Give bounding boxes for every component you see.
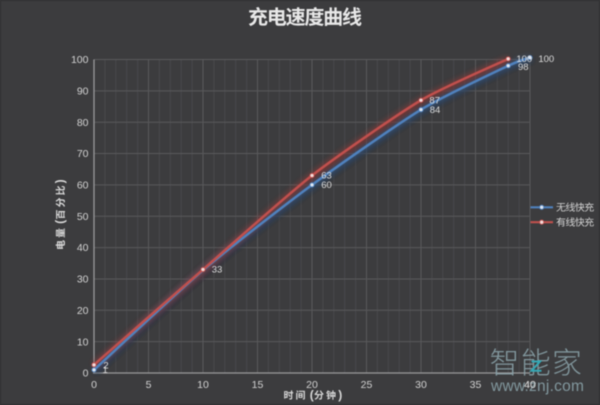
svg-text:30: 30 — [415, 379, 427, 391]
svg-text:15: 15 — [252, 379, 264, 391]
svg-text:20: 20 — [306, 379, 318, 391]
svg-text:70: 70 — [77, 148, 89, 160]
svg-text:80: 80 — [77, 117, 89, 129]
svg-text:35: 35 — [470, 379, 482, 391]
svg-text:(: ( — [53, 220, 67, 224]
svg-text:90: 90 — [77, 85, 89, 97]
svg-text:50: 50 — [77, 211, 89, 223]
svg-text:33: 33 — [212, 265, 223, 276]
svg-text:10: 10 — [77, 336, 89, 348]
svg-text:): ) — [338, 388, 342, 402]
svg-text:60: 60 — [321, 180, 332, 191]
svg-text:63: 63 — [321, 171, 332, 182]
svg-text:87: 87 — [429, 96, 440, 107]
svg-text:40: 40 — [77, 242, 89, 254]
svg-text:40: 40 — [524, 379, 536, 391]
svg-text:100: 100 — [516, 54, 532, 65]
svg-text:5: 5 — [146, 379, 152, 391]
svg-text:1: 1 — [103, 365, 108, 376]
svg-text:10: 10 — [197, 379, 209, 391]
svg-text:100: 100 — [538, 54, 554, 65]
svg-text:2: 2 — [103, 361, 108, 372]
svg-text:40: 40 — [524, 379, 536, 391]
svg-text:0: 0 — [83, 368, 89, 380]
svg-text:www.znj.com: www.znj.com — [490, 378, 584, 395]
svg-text:20: 20 — [77, 305, 89, 317]
svg-text:98: 98 — [518, 62, 529, 73]
svg-text:(: ( — [310, 388, 314, 402]
svg-text:30: 30 — [77, 274, 89, 286]
svg-text:0: 0 — [91, 379, 97, 391]
svg-text:60: 60 — [77, 180, 89, 192]
svg-text:100: 100 — [71, 54, 89, 66]
svg-text:25: 25 — [361, 379, 373, 391]
svg-text:): ) — [53, 179, 67, 183]
svg-text:84: 84 — [430, 105, 441, 116]
